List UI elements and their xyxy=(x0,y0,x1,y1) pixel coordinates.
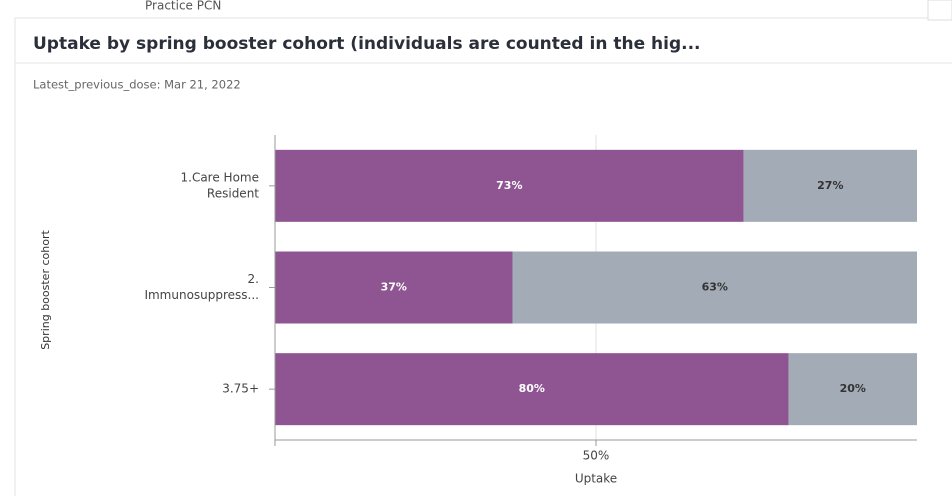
bar-segment xyxy=(743,149,917,222)
bar-segment xyxy=(512,251,917,324)
bar-label: 27% xyxy=(817,179,843,192)
bar-segment xyxy=(788,353,917,426)
y-tick-label: 2. xyxy=(248,272,259,286)
bar-label: 80% xyxy=(519,382,545,395)
y-tick-label: Immunosuppress... xyxy=(144,288,259,302)
bar-label: 20% xyxy=(840,382,866,395)
chart-title: Uptake by spring booster cohort (individ… xyxy=(33,34,701,54)
x-tick-label: 50% xyxy=(583,449,610,463)
y-tick-label: 1.Care Home xyxy=(181,170,260,184)
y-tick-label: Resident xyxy=(207,186,259,200)
y-axis-label: Spring booster cohort xyxy=(39,230,52,350)
breadcrumb: Practice PCN xyxy=(145,0,221,13)
bar-label: 73% xyxy=(496,179,522,192)
bar-segment xyxy=(275,353,789,426)
x-axis-label: Uptake xyxy=(575,472,617,486)
menu-button[interactable] xyxy=(927,0,952,21)
bar-segment xyxy=(275,251,513,324)
y-tick-label: 3.75+ xyxy=(222,382,259,396)
bar-segment xyxy=(275,149,744,222)
bar-label: 63% xyxy=(702,281,728,294)
bar-label: 37% xyxy=(381,281,407,294)
subtitle: Latest_previous_dose: Mar 21, 2022 xyxy=(33,78,241,92)
